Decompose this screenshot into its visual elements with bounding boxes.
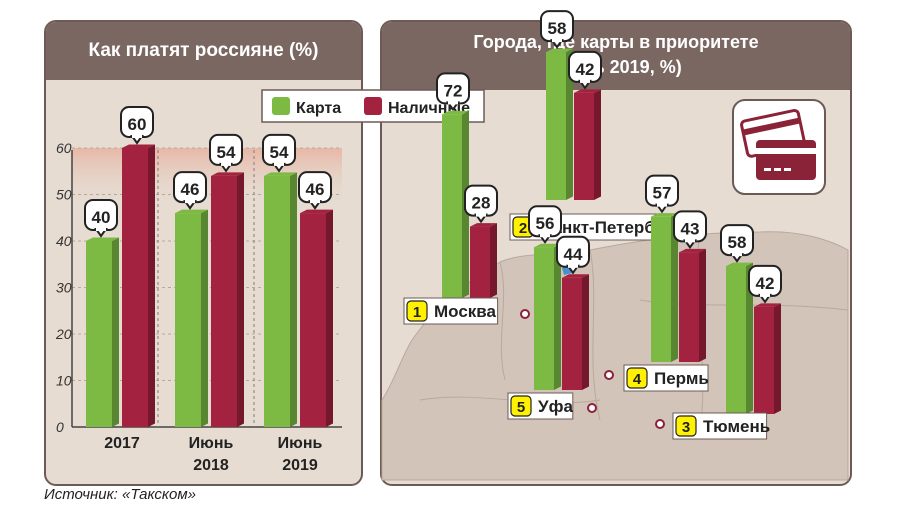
data-label: 46: [173, 171, 207, 210]
svg-text:60: 60: [128, 115, 147, 134]
data-label: 57: [645, 174, 679, 214]
y-tick-label: 60: [56, 140, 72, 156]
rank-badge: [510, 395, 532, 417]
rank-number: 3: [682, 419, 690, 436]
city-label: 5 Уфа: [507, 392, 573, 420]
city-name: Москва: [434, 302, 497, 321]
city-group: 72 28 1 Москва: [403, 72, 530, 325]
y-tick-label: 50: [56, 187, 72, 203]
data-label: 54: [262, 133, 296, 173]
city-label: 4 Пермь: [623, 364, 709, 392]
data-label: 40: [84, 199, 118, 238]
svg-text:56: 56: [536, 214, 555, 233]
bar-cash: [562, 274, 589, 390]
right-bar-chart: 72 28 1 Москва 58 42 2 Санкт-Петербург 58 42 3 Тюме…: [403, 10, 782, 440]
svg-text:72: 72: [444, 81, 463, 100]
rank-number: 5: [517, 399, 525, 416]
bar-cash: [300, 209, 333, 427]
svg-text:28: 28: [472, 194, 491, 213]
svg-text:57: 57: [653, 184, 672, 203]
data-label: 43: [673, 210, 707, 250]
svg-text:43: 43: [681, 219, 700, 238]
bar-cash: [679, 248, 706, 362]
rank-badge: [626, 367, 648, 389]
x-tick-label: Июнь 2019: [278, 435, 323, 474]
bar-cash: [122, 144, 155, 427]
y-tick-label: 40: [56, 233, 72, 249]
bar-card: [534, 243, 561, 390]
city-dot: [655, 419, 665, 429]
svg-text:42: 42: [576, 60, 595, 79]
left-panel-header: Как платят россияне (%): [46, 22, 361, 80]
svg-text:54: 54: [270, 143, 289, 162]
right-panel-header: Города, где карты в приоритете (июнь 201…: [382, 22, 850, 90]
bar-card: [651, 213, 678, 362]
bar-card: [86, 237, 119, 427]
y-tick-label: 30: [56, 280, 72, 296]
bar-card: [546, 48, 573, 200]
legend-item-card: Карта: [272, 97, 341, 117]
svg-text:46: 46: [306, 180, 325, 199]
data-label: 42: [568, 50, 602, 90]
city-label: 3 Тюмень: [672, 412, 770, 440]
credit-cards-icon: [732, 99, 826, 195]
svg-text:44: 44: [564, 245, 583, 264]
data-label: 28: [464, 184, 498, 224]
y-tick-label: 20: [55, 326, 72, 342]
bar-cash: [574, 89, 601, 200]
svg-text:54: 54: [217, 143, 236, 162]
city-dot: [587, 403, 597, 413]
data-label: 58: [720, 224, 754, 263]
legend-label-card: Карта: [296, 100, 341, 117]
city-name: Уфа: [538, 397, 573, 416]
svg-text:58: 58: [548, 19, 567, 38]
data-label: 72: [436, 72, 470, 112]
city-name: Пермь: [654, 369, 709, 388]
svg-text:42: 42: [756, 274, 775, 293]
data-label: 46: [298, 171, 332, 210]
bar-card: [264, 172, 297, 427]
city-group: 57 43 4 Пермь: [604, 174, 709, 392]
x-tick-label: 2017: [104, 435, 140, 452]
data-label: 60: [120, 106, 154, 145]
bar-cash: [754, 303, 781, 414]
city-dot: [604, 370, 614, 380]
source-note: Источник: «Такском»: [44, 486, 196, 503]
data-label: 56: [528, 205, 562, 244]
city-name: Санкт-Петербург: [540, 218, 681, 237]
svg-text:58: 58: [728, 233, 747, 252]
left-chart-title: Как платят россияне (%): [88, 40, 319, 61]
city-dot: [520, 309, 530, 319]
data-label: 44: [556, 235, 590, 275]
city-group: 56 44 5 Уфа: [507, 205, 597, 420]
rank-badge: [406, 300, 428, 322]
svg-text:46: 46: [181, 180, 200, 199]
bar-cash: [470, 223, 497, 298]
data-label: 54: [209, 133, 243, 173]
svg-text:40: 40: [92, 208, 111, 227]
city-group: 58 42 3 Тюмень: [655, 224, 782, 440]
bar-card: [726, 262, 753, 414]
data-label: 42: [748, 264, 782, 304]
x-tick-label: Июнь 2018: [189, 435, 234, 474]
y-tick-label: 0: [56, 419, 64, 435]
city-name: Тюмень: [703, 417, 770, 436]
rank-number: 2: [519, 220, 527, 237]
rank-number: 1: [413, 304, 421, 321]
city-label: 1 Москва: [403, 297, 499, 325]
rank-number: 4: [633, 371, 642, 388]
left-bar-chart: 0 10 20 30 40 50 60 40 60 2017 46 54 Июнь 2018 54 46 Июн…: [55, 106, 342, 474]
bar-card: [175, 209, 208, 427]
y-tick-label: 10: [56, 373, 72, 389]
rank-badge: [675, 415, 697, 437]
data-label: 58: [540, 10, 574, 49]
bar-cash: [211, 172, 244, 427]
